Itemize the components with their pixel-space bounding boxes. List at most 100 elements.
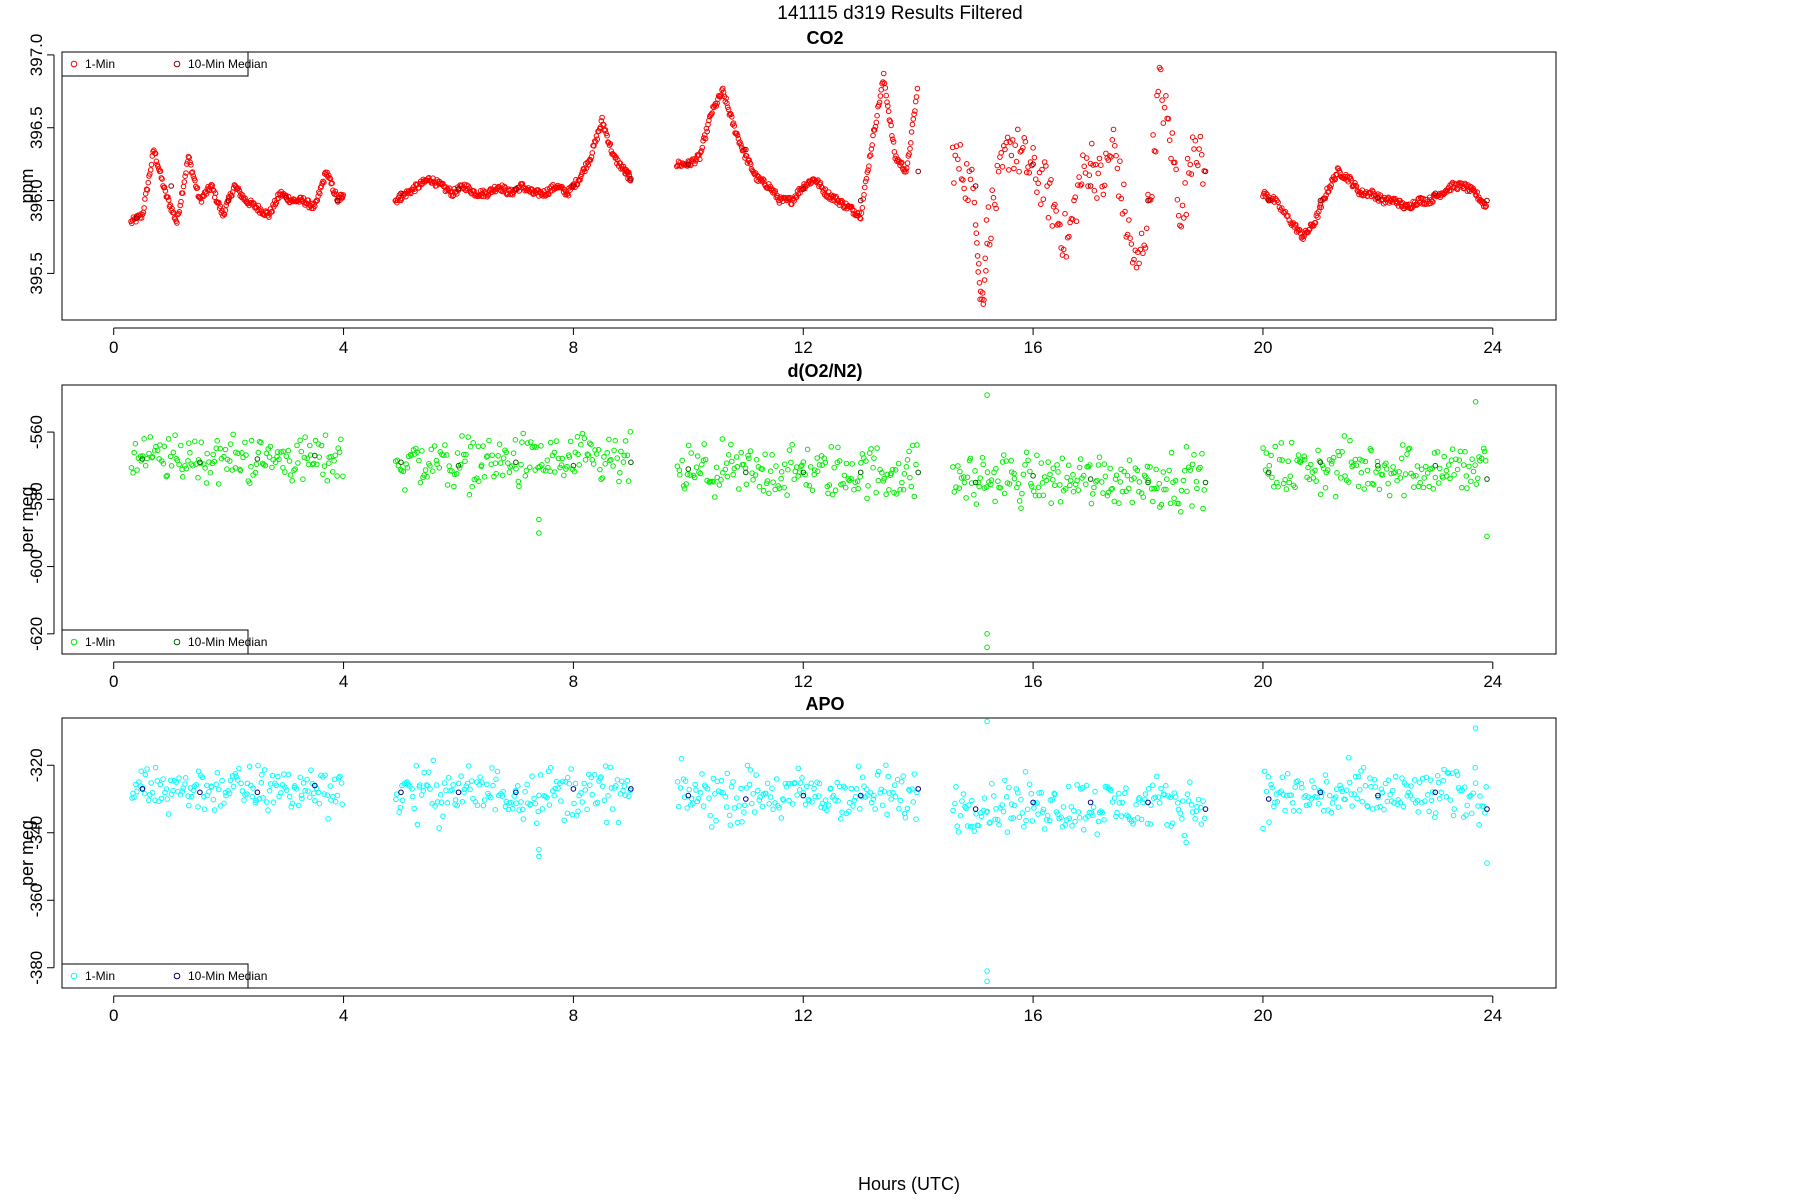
apo-x-tick-label: 0 (109, 1006, 118, 1025)
co2-point-1min (1184, 155, 1191, 162)
apo-point-1min (1378, 786, 1385, 792)
apo-point-1min (1016, 814, 1023, 821)
o2n2-point-1min (957, 468, 963, 475)
o2n2-point-1min (881, 475, 887, 482)
co2-x-tick-label: 4 (339, 338, 348, 357)
o2n2-point-1min (816, 462, 823, 468)
apo-point-1min (1040, 806, 1047, 813)
o2n2-point-1min (951, 489, 958, 495)
co2-point-1min (870, 132, 876, 139)
co2-point-1min (889, 136, 896, 143)
apo-point-1min (312, 798, 318, 804)
apo-plot-frame (61, 717, 1557, 989)
co2-point-1min (152, 150, 159, 157)
apo-x-tick-label: 24 (1483, 1006, 1502, 1025)
apo-point-1min (1121, 790, 1128, 797)
co2-point-1min (1100, 191, 1107, 198)
apo-point-1min (1311, 784, 1317, 791)
co2-point-1min (1085, 183, 1091, 189)
o2n2-point-1min (575, 451, 581, 458)
apo-point-1min (960, 791, 967, 797)
apo-point-1min (1414, 798, 1421, 804)
co2-point-1min (182, 173, 188, 179)
apo-point-1min (1392, 773, 1399, 780)
apo-point-1min (954, 823, 961, 830)
apo-point-1min (911, 771, 918, 777)
o2n2-point-1min (1313, 478, 1319, 484)
apo-x-tick-label: 4 (339, 1006, 348, 1025)
apo-point-1min (537, 772, 544, 778)
o2n2-point-1min (576, 462, 583, 468)
co2-point-1min (1191, 146, 1197, 152)
co2-point-1min (699, 144, 706, 151)
o2n2-x-tick-label: 8 (569, 672, 578, 691)
apo-point-1min (250, 785, 256, 791)
apo-point-1min (875, 768, 882, 775)
o2n2-point-1min (1275, 484, 1281, 490)
co2-point-1min (908, 129, 915, 135)
co2-point-1min (189, 169, 196, 175)
apo-point-1min (1432, 810, 1439, 816)
apo-point-1min (1029, 818, 1036, 824)
apo-point-1min (706, 795, 712, 802)
o2n2-point-1min (597, 466, 603, 473)
co2-point-1min (972, 222, 979, 228)
o2n2-point-1min (274, 449, 281, 455)
apo-point-1min (321, 791, 328, 797)
apo-point-1min (297, 774, 304, 781)
apo-point-1min (601, 797, 608, 804)
apo-point-1min (176, 775, 182, 781)
o2n2-point-1min (892, 467, 899, 473)
co2-point-1min (212, 190, 219, 196)
x-axis-label: Hours (UTC) (858, 1174, 960, 1194)
co2-legend-marker (173, 60, 181, 68)
o2n2-point-1min (1006, 481, 1013, 487)
apo-point-1min (561, 817, 568, 824)
o2n2-point-1min (1147, 464, 1153, 470)
apo-point-1min (230, 783, 237, 790)
apo-point-1min (591, 771, 598, 778)
o2n2-point-1min (134, 467, 140, 473)
apo-point-1min (734, 819, 741, 826)
apo-point-1min (751, 809, 758, 815)
o2n2-point-1min (167, 453, 174, 460)
o2n2-point-1min (1131, 475, 1137, 481)
o2n2-point-1min (467, 443, 474, 450)
co2-point-1min (730, 120, 737, 126)
co2-point-1min (394, 199, 400, 206)
apo-point-1min (723, 804, 730, 810)
co2-point-1min (1152, 148, 1159, 155)
o2n2-point-1min (707, 478, 714, 485)
apo-point-1min (1124, 812, 1130, 819)
co2-point-1min (728, 111, 734, 118)
o2n2-point-1min (1184, 488, 1190, 495)
co2-point-1min (876, 102, 882, 108)
apo-point-1min (1096, 809, 1103, 816)
o2n2-point-1min (1383, 460, 1389, 467)
o2n2-point-1min (843, 460, 850, 467)
apo-point-1min (776, 805, 782, 811)
apo-point-1min (307, 794, 313, 801)
apo-outlier-1min (984, 978, 990, 985)
o2n2-point-1min (1347, 437, 1353, 444)
o2n2-point-1min (1369, 480, 1376, 487)
co2-point-1min (269, 209, 275, 215)
o2n2-point-1min (547, 439, 554, 446)
apo-point-1min (1123, 785, 1129, 792)
o2n2-point-1min (1401, 492, 1407, 499)
co2-point-1min (977, 296, 983, 303)
apo-point-1min (1071, 807, 1077, 814)
o2n2-point-1min (258, 439, 264, 446)
o2n2-outlier-1min (984, 392, 990, 398)
co2-point-1min (483, 191, 490, 197)
o2n2-point-1min (1187, 467, 1194, 473)
o2n2-point-1min (190, 462, 196, 469)
o2n2-point-1min (1431, 450, 1438, 456)
o2n2-point-1min (294, 442, 300, 449)
o2n2-point-median (1030, 473, 1036, 479)
co2-point-1min (1032, 176, 1039, 182)
o2n2-point-1min (798, 463, 804, 470)
apo-point-1min (964, 823, 971, 829)
apo-point-1min (444, 800, 451, 806)
apo-point-1min (1328, 809, 1335, 816)
